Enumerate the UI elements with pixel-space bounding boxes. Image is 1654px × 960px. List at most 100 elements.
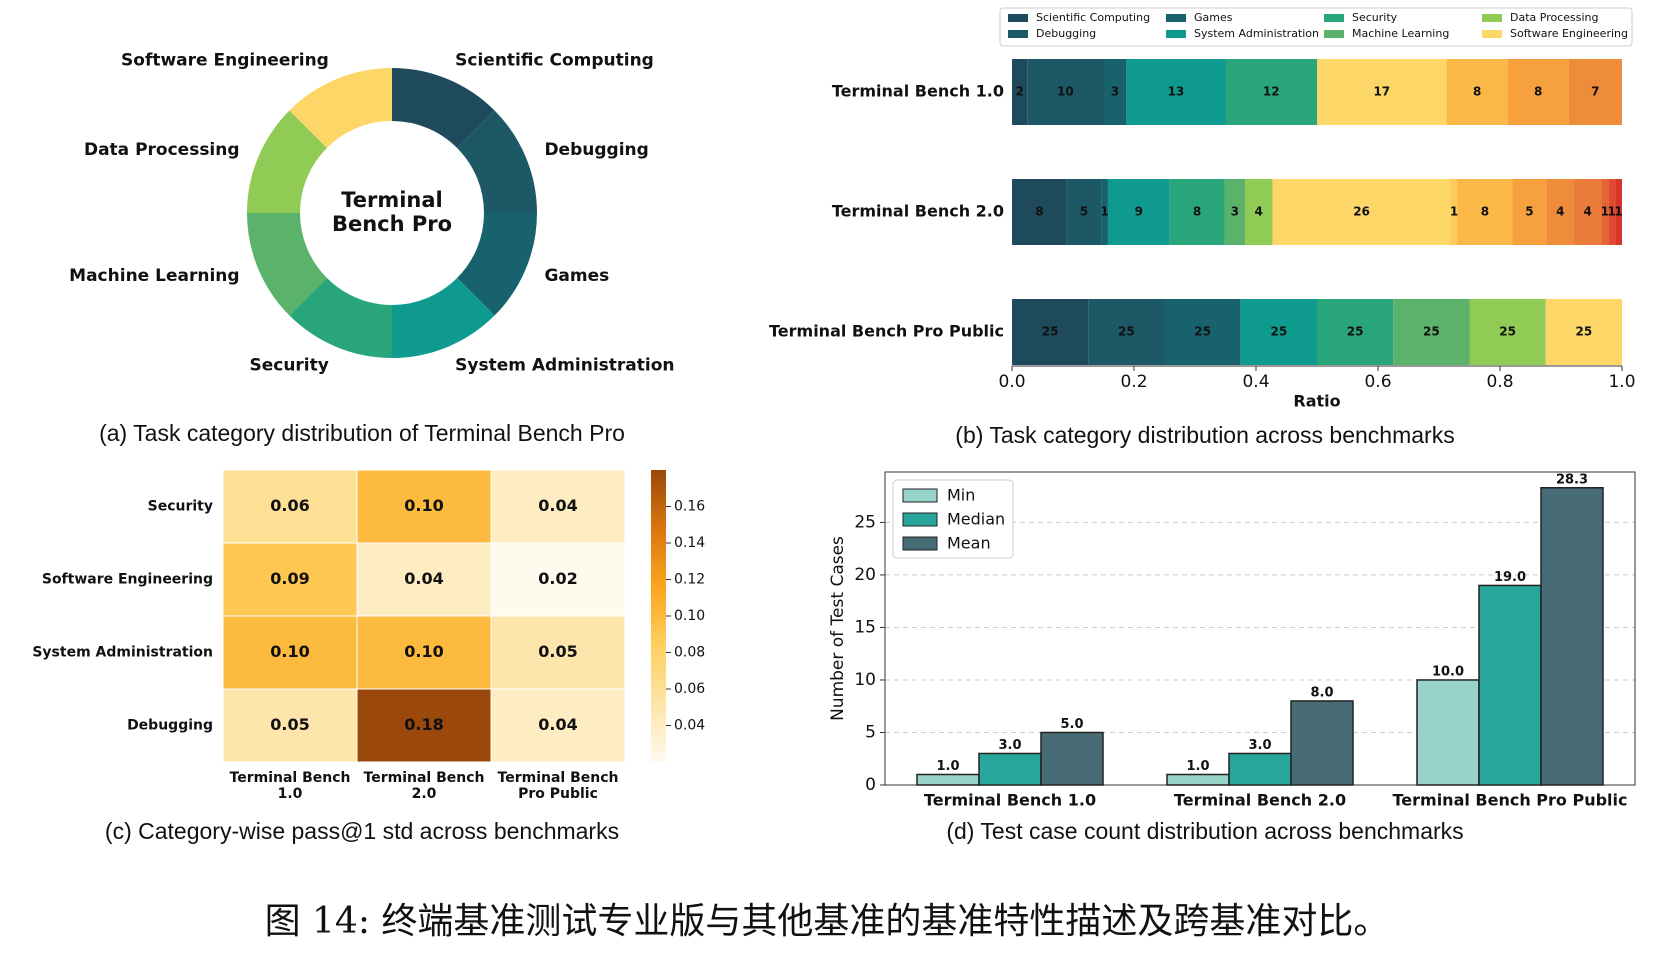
bar-segment [1012, 299, 1089, 365]
bar-segment [1317, 59, 1447, 125]
colorbar-tick-label: 0.08 [674, 645, 705, 661]
data-label: 5 [1525, 205, 1533, 219]
legend-box [999, 7, 1633, 47]
x-tick-label: Terminal Bench Pro Public [1392, 791, 1627, 810]
bar-segment [1224, 179, 1246, 245]
heat-cell [356, 615, 492, 690]
cell-label: 0.04 [404, 569, 443, 588]
data-label: 4 [1556, 205, 1564, 219]
data-label: 8.0 [1310, 685, 1333, 700]
data-label: 8 [1035, 205, 1043, 219]
data-label: 1 [1601, 205, 1609, 219]
data-label: 3.0 [998, 738, 1021, 753]
data-label: 1 [1608, 205, 1616, 219]
cell-label: 0.05 [538, 642, 577, 661]
cell-label: 0.10 [270, 642, 309, 661]
x-tick-label: Terminal Bench 2.0 [1174, 791, 1346, 810]
slice-label: System Administration [455, 355, 674, 375]
slice-label: Games [544, 266, 609, 286]
bar-segment [1126, 59, 1226, 125]
cell-label: 0.05 [270, 715, 309, 734]
data-label: 1.0 [936, 759, 959, 774]
legend-label: Games [1194, 11, 1233, 24]
cell-label: 0.18 [404, 715, 443, 734]
colorbar-tick-label: 0.14 [674, 535, 705, 551]
cell-label: 0.02 [538, 569, 577, 588]
center-label: Terminal [341, 188, 443, 212]
legend-swatch [1008, 30, 1028, 38]
x-tick-label: 0.4 [1242, 372, 1269, 392]
x-tick-label: 1.0 [1608, 372, 1635, 392]
heat-cell [222, 688, 358, 763]
bar-segment [1012, 59, 1028, 125]
x-tick-label: Terminal Bench 1.0 [924, 791, 1096, 810]
legend-swatch [1482, 30, 1502, 38]
slice-label: Data Processing [84, 140, 240, 160]
bar-segment [1225, 59, 1317, 125]
colorbar-tick-label: 0.12 [674, 572, 705, 588]
legend-swatch [902, 488, 938, 503]
heat-cell [222, 469, 358, 544]
y-tick-label: 25 [854, 512, 876, 532]
cell-label: 0.04 [538, 496, 577, 515]
data-label: 25 [1347, 325, 1364, 339]
donut-slice [289, 68, 392, 148]
bar [1166, 773, 1230, 786]
heat-cell [356, 542, 492, 617]
heat-cell [222, 615, 358, 690]
y-tick-label: Terminal Bench Pro Public [769, 322, 1004, 341]
legend-label: System Administration [1194, 27, 1319, 40]
x-tick-label: 0.8 [1486, 372, 1513, 392]
bar-segment [1164, 299, 1241, 365]
bar [1228, 752, 1292, 786]
bar-segment [1088, 299, 1165, 365]
data-label: 3 [1231, 205, 1239, 219]
cell-label: 0.10 [404, 496, 443, 515]
heat-cell [222, 542, 358, 617]
y-tick-label: 20 [854, 565, 876, 585]
bar-segment [1103, 59, 1127, 125]
data-label: 19.0 [1494, 570, 1526, 585]
data-label: 25 [1576, 325, 1593, 339]
bar-segment [1546, 179, 1575, 245]
data-label: 25 [1042, 325, 1059, 339]
column-label: Terminal Bench Pro Public [497, 770, 619, 802]
legend-swatch [1008, 14, 1028, 22]
bar [1416, 679, 1480, 786]
bar-segment [1027, 59, 1104, 125]
cell-label: 0.04 [538, 715, 577, 734]
data-label: 3 [1111, 85, 1119, 99]
legend-swatch [1324, 14, 1344, 22]
legend-label: Debugging [1036, 27, 1096, 40]
bar-segment [1012, 179, 1067, 245]
data-label: 8 [1534, 85, 1542, 99]
y-tick-label: 0 [865, 775, 876, 795]
bar-segment [1457, 179, 1513, 245]
legend-label: Security [1352, 11, 1398, 24]
column-label: Terminal Bench 1.0 [229, 770, 351, 802]
data-label: 10 [1057, 85, 1074, 99]
data-label: 1 [1100, 205, 1108, 219]
bar-segment [1512, 179, 1547, 245]
bar-segment [1107, 179, 1170, 245]
data-label: 8 [1481, 205, 1489, 219]
y-tick-label: Terminal Bench 1.0 [832, 82, 1004, 101]
y-axis-label: Number of Test Cases [828, 536, 848, 721]
caption-a: (a) Task category distribution of Termin… [99, 420, 625, 446]
data-label: 3.0 [1248, 738, 1271, 753]
data-label: 5 [1080, 205, 1088, 219]
bar-segment [1469, 299, 1546, 365]
y-tick-label: Terminal Bench 2.0 [832, 202, 1004, 221]
slice-label: Scientific Computing [455, 51, 654, 71]
heat-cell [490, 542, 626, 617]
bar-segment [1240, 299, 1317, 365]
donut-slice [247, 110, 327, 213]
data-label: 26 [1353, 205, 1370, 219]
row-label: Debugging [127, 718, 213, 734]
slice-label: Security [249, 355, 328, 375]
slice-label: Software Engineering [121, 51, 329, 71]
data-label: 9 [1135, 205, 1143, 219]
data-label: 28.3 [1556, 472, 1588, 487]
data-label: 1 [1614, 205, 1622, 219]
